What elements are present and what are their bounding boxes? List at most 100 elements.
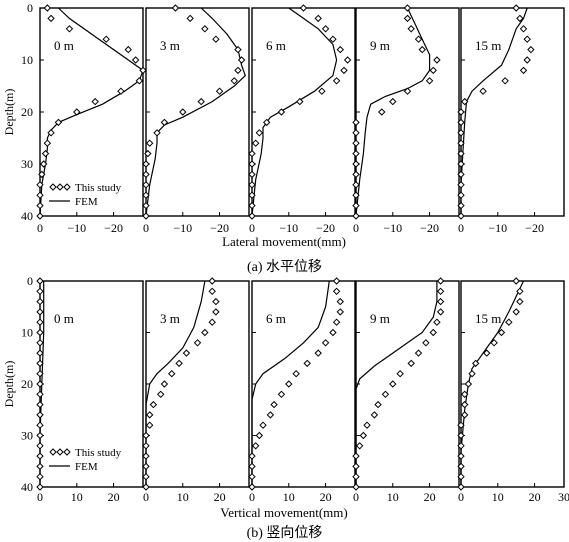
study-data-point	[142, 452, 150, 460]
x-tick-label: 10	[177, 490, 189, 504]
study-data-point	[414, 35, 423, 43]
study-data-point	[248, 462, 256, 471]
x-tick-label: 0	[249, 221, 255, 235]
study-data-point	[145, 421, 154, 429]
study-data-point	[73, 108, 81, 116]
study-data-point	[425, 77, 434, 85]
study-data-point	[142, 442, 150, 450]
legend-study-marker	[49, 448, 57, 456]
x-tick-label: 20	[320, 490, 332, 504]
study-data-point	[457, 181, 465, 189]
study-data-point	[433, 56, 441, 64]
x-tick-label: −20	[316, 221, 335, 235]
study-data-point	[251, 139, 260, 147]
legend-study-label: This study	[75, 447, 122, 459]
study-data-point	[160, 380, 169, 388]
study-data-point	[516, 297, 524, 306]
study-data-point	[36, 287, 44, 296]
x-tick-label: 20	[108, 490, 120, 504]
study-data-point	[36, 349, 44, 357]
study-data-point	[215, 87, 224, 95]
study-data-point	[36, 212, 44, 220]
study-data-point	[47, 14, 55, 23]
x-tick-label: 0	[353, 490, 359, 504]
study-data-point	[41, 149, 50, 158]
study-data-point	[422, 339, 430, 347]
study-data-point	[332, 77, 341, 85]
study-data-point	[36, 297, 44, 306]
study-data-point	[255, 431, 264, 440]
study-data-point	[457, 452, 465, 460]
study-data-point	[403, 4, 412, 12]
study-data-point	[505, 318, 513, 326]
y-tick-label: 10	[21, 53, 33, 67]
study-data-point	[255, 129, 264, 137]
study-data-point	[153, 129, 161, 137]
study-data-point	[43, 4, 52, 12]
study-data-point	[352, 181, 360, 189]
study-data-point	[483, 349, 491, 357]
x-tick-label: 10	[71, 490, 83, 504]
study-data-point	[355, 442, 364, 450]
study-data-point	[36, 318, 44, 326]
study-data-point	[208, 318, 216, 326]
study-data-point	[145, 139, 154, 147]
legend-fem-label: FEM	[75, 461, 98, 473]
study-data-point	[490, 339, 498, 347]
study-data-point	[332, 287, 341, 296]
caption-b: (b) 竖向位移	[246, 526, 323, 541]
x-tick-label: −20	[104, 221, 123, 235]
y-axis-label: Depth(m)	[2, 89, 16, 136]
study-data-point	[144, 149, 152, 158]
study-data-point	[248, 191, 256, 199]
study-data-point	[142, 483, 150, 491]
study-data-point	[230, 77, 238, 85]
x-tick-label: 10	[387, 490, 399, 504]
study-data-point	[38, 170, 46, 179]
study-data-point	[321, 339, 330, 347]
study-data-point	[418, 45, 426, 54]
panel-label: 0 m	[54, 38, 74, 53]
study-data-point	[436, 297, 445, 306]
study-data-point	[457, 212, 465, 220]
y-tick-label: 0	[27, 274, 33, 288]
study-data-point	[131, 56, 140, 64]
study-data-point	[523, 56, 531, 64]
study-data-point	[457, 421, 465, 429]
study-data-point	[457, 139, 465, 147]
x-tick-label: 20	[529, 490, 541, 504]
study-data-point	[36, 380, 44, 388]
study-data-point	[212, 297, 220, 306]
study-data-point	[135, 77, 144, 85]
y-tick-label: 20	[21, 105, 33, 119]
study-data-point	[142, 181, 150, 189]
study-data-point	[396, 369, 404, 378]
study-data-point	[36, 390, 44, 399]
study-data-point	[248, 212, 256, 220]
study-data-point	[270, 400, 278, 409]
x-tick-label: 0	[458, 490, 464, 504]
study-data-point	[36, 400, 44, 409]
study-data-point	[299, 4, 308, 12]
study-data-point	[208, 287, 216, 296]
study-data-point	[36, 369, 44, 378]
study-data-point	[512, 277, 520, 285]
study-data-point	[457, 149, 465, 158]
study-data-point	[47, 129, 55, 137]
study-data-point	[292, 369, 300, 378]
study-data-point	[157, 390, 165, 399]
study-data-point	[512, 4, 520, 12]
study-data-point	[516, 14, 524, 23]
study-data-point	[457, 108, 465, 116]
study-data-point	[201, 25, 209, 33]
x-tick-label: −20	[420, 221, 439, 235]
study-data-point	[193, 339, 202, 347]
study-data-point	[314, 349, 322, 357]
study-data-point	[414, 349, 423, 357]
study-data-point	[429, 66, 437, 75]
study-data-point	[43, 139, 52, 147]
study-data-point	[519, 66, 528, 75]
panel-label: 9 m	[370, 311, 390, 326]
study-data-point	[142, 462, 150, 471]
